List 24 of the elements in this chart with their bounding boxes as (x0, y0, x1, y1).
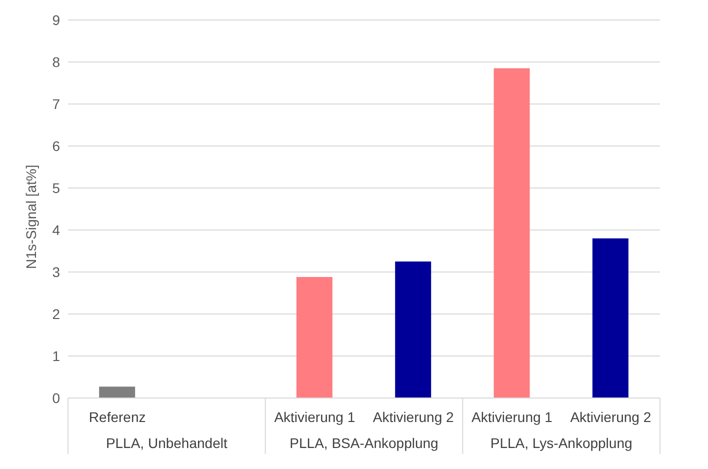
x-tick-label: Aktivierung 2 (570, 409, 652, 425)
bar (592, 238, 628, 398)
bar (296, 277, 332, 398)
y-tick-label: 8 (52, 54, 60, 70)
y-tick-label: 1 (52, 348, 60, 364)
bar (494, 68, 530, 398)
x-tick-label: Aktivierung 1 (274, 409, 356, 425)
text: PLLA, Unbehandelt (106, 435, 228, 451)
y-tick-label: 0 (52, 390, 60, 406)
y-tick-label: 6 (52, 138, 60, 154)
y-tick-label: 4 (52, 222, 60, 238)
x-tick-label: Aktivierung 1 (472, 409, 553, 425)
x-tick-label: Aktivierung 2 (372, 409, 454, 425)
y-tick-label: 5 (52, 180, 60, 196)
text: PLLA, Lys-Ankopplung (490, 435, 632, 451)
y-tick-label: 9 (52, 12, 60, 28)
y-tick-label: 2 (52, 306, 60, 322)
y-axis-title: N1s-Signal [at%] (22, 164, 39, 269)
bar (99, 386, 136, 398)
y-tick-label: 3 (52, 264, 60, 280)
x-tick-label: Referenz (88, 409, 146, 425)
bar (395, 262, 432, 398)
y-tick-label: 7 (52, 96, 60, 112)
text: PLLA, BSA-Ankopplung (290, 435, 438, 451)
